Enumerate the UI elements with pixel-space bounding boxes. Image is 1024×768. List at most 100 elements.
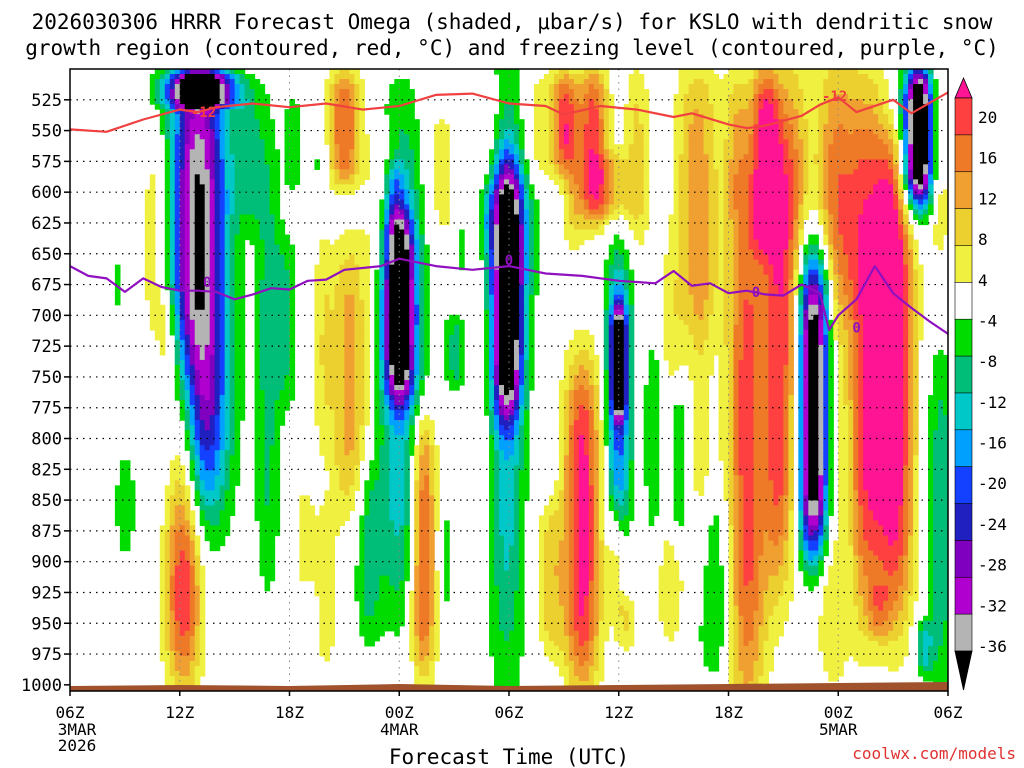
omega-cell bbox=[219, 294, 226, 301]
omega-cell bbox=[184, 359, 191, 366]
omega-cell bbox=[523, 184, 530, 190]
omega-cell bbox=[798, 124, 809, 130]
omega-cell bbox=[174, 344, 181, 351]
omega-cell bbox=[848, 415, 854, 421]
omega-cell bbox=[513, 359, 520, 366]
omega-cell bbox=[553, 149, 560, 155]
omega-cell bbox=[354, 254, 370, 261]
omega-cell bbox=[254, 94, 271, 100]
omega-cell bbox=[838, 199, 864, 206]
omega-cell bbox=[159, 349, 166, 356]
omega-cell bbox=[179, 299, 186, 306]
omega-cell bbox=[753, 309, 770, 316]
omega-cell bbox=[828, 420, 834, 426]
omega-cell bbox=[254, 304, 261, 311]
omega-cell bbox=[184, 119, 191, 125]
omega-cell bbox=[753, 369, 770, 376]
omega-cell bbox=[908, 354, 914, 361]
omega-cell bbox=[528, 259, 535, 266]
omega-cell bbox=[354, 74, 360, 80]
omega-cell bbox=[424, 314, 430, 321]
omega-cell bbox=[563, 219, 570, 226]
omega-cell bbox=[728, 174, 735, 180]
omega-cell bbox=[788, 239, 794, 246]
omega-cell bbox=[414, 274, 420, 281]
omega-cell bbox=[259, 374, 286, 381]
omega-cell bbox=[314, 329, 326, 336]
omega-cell bbox=[159, 129, 166, 135]
omega-cell bbox=[189, 259, 196, 266]
omega-cell bbox=[459, 369, 465, 376]
omega-cell bbox=[823, 199, 829, 206]
omega-cell bbox=[718, 405, 730, 411]
omega-cell bbox=[409, 249, 415, 256]
omega-cell bbox=[768, 324, 789, 331]
omega-cell bbox=[648, 354, 655, 361]
omega-cell bbox=[603, 159, 610, 165]
omega-cell bbox=[938, 420, 948, 426]
omega-cell bbox=[169, 224, 176, 231]
omega-cell bbox=[783, 415, 789, 421]
omega-cell bbox=[738, 369, 755, 376]
omega-cell bbox=[563, 94, 570, 100]
omega-cell bbox=[683, 104, 715, 110]
omega-cell bbox=[204, 254, 211, 261]
omega-cell bbox=[823, 390, 829, 396]
omega-cell bbox=[818, 104, 829, 110]
omega-cell bbox=[179, 314, 186, 321]
omega-cell bbox=[344, 339, 355, 346]
omega-cell bbox=[573, 410, 580, 416]
omega-cell bbox=[164, 94, 171, 100]
omega-cell bbox=[179, 349, 186, 356]
omega-cell bbox=[518, 174, 525, 180]
omega-cell bbox=[878, 84, 889, 90]
omega-cell bbox=[848, 369, 854, 376]
omega-cell bbox=[174, 269, 181, 276]
omega-cell bbox=[518, 289, 525, 296]
omega-cell bbox=[673, 154, 680, 160]
omega-cell bbox=[928, 174, 934, 180]
omega-cell bbox=[189, 415, 196, 421]
omega-cell bbox=[723, 334, 735, 341]
omega-cell bbox=[224, 234, 231, 241]
omega-cell bbox=[144, 249, 156, 256]
omega-cell bbox=[229, 264, 236, 271]
omega-cell bbox=[663, 349, 700, 356]
omega-cell bbox=[379, 264, 385, 271]
omega-cell bbox=[898, 199, 904, 206]
omega-cell bbox=[898, 174, 904, 180]
omega-cell bbox=[853, 304, 859, 311]
omega-cell bbox=[214, 299, 221, 306]
omega-cell bbox=[553, 134, 560, 140]
omega-cell bbox=[314, 284, 335, 291]
omega-cell bbox=[608, 314, 615, 321]
omega-cell bbox=[364, 369, 370, 376]
omega-cell bbox=[189, 395, 196, 401]
omega-cell bbox=[818, 420, 824, 426]
omega-cell bbox=[823, 194, 829, 201]
omega-cell bbox=[558, 114, 575, 120]
omega-cell bbox=[903, 214, 909, 221]
omega-cell bbox=[214, 430, 221, 436]
omega-cell bbox=[379, 314, 385, 321]
omega-cell bbox=[394, 189, 405, 196]
omega-cell bbox=[728, 134, 735, 140]
omega-cell bbox=[623, 319, 630, 326]
omega-cell bbox=[933, 224, 948, 231]
omega-cell bbox=[459, 259, 465, 266]
omega-cell bbox=[189, 249, 196, 256]
omega-cell bbox=[389, 385, 395, 391]
omega-cell bbox=[414, 194, 420, 201]
omega-cell bbox=[219, 430, 226, 436]
omega-cell bbox=[154, 104, 161, 110]
omega-cell bbox=[888, 134, 894, 140]
omega-cell bbox=[728, 69, 755, 75]
omega-cell bbox=[833, 279, 839, 286]
omega-cell bbox=[628, 89, 650, 95]
omega-cell bbox=[184, 254, 191, 261]
omega-cell bbox=[688, 164, 710, 170]
omega-cell bbox=[189, 289, 196, 296]
omega-cell bbox=[523, 304, 530, 311]
omega-cell bbox=[808, 405, 819, 411]
omega-cell bbox=[783, 119, 789, 125]
